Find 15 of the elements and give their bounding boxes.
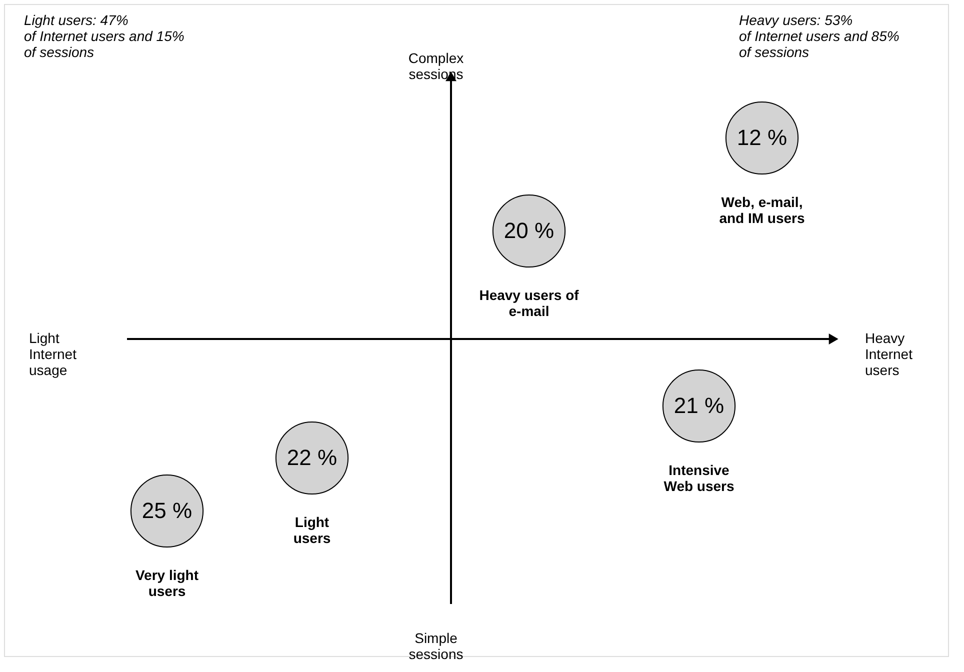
category-label: Intensive Web users — [664, 462, 734, 494]
data-label: 22 % — [286, 445, 338, 470]
text: Heavy Internet users — [865, 330, 913, 378]
text: Light users: 47% of Internet users and 15% of sessions — [24, 12, 184, 60]
text: Heavy users: 53% of Internet users and 85% of sessions — [739, 12, 900, 60]
data-label: 20 % — [504, 218, 554, 243]
category-label: Very light users — [135, 567, 199, 599]
data-label: 25 % — [142, 498, 192, 523]
category-label: Light users — [293, 514, 331, 546]
data-label: 21 % — [674, 393, 724, 418]
category-label: Heavy users of e-mail — [479, 287, 580, 319]
text: Simple sessions — [408, 630, 464, 662]
category-label: Web, e-mail, and IM users — [719, 194, 805, 226]
data-label: 12 % — [736, 125, 788, 150]
text: Light Internet usage — [29, 330, 77, 378]
